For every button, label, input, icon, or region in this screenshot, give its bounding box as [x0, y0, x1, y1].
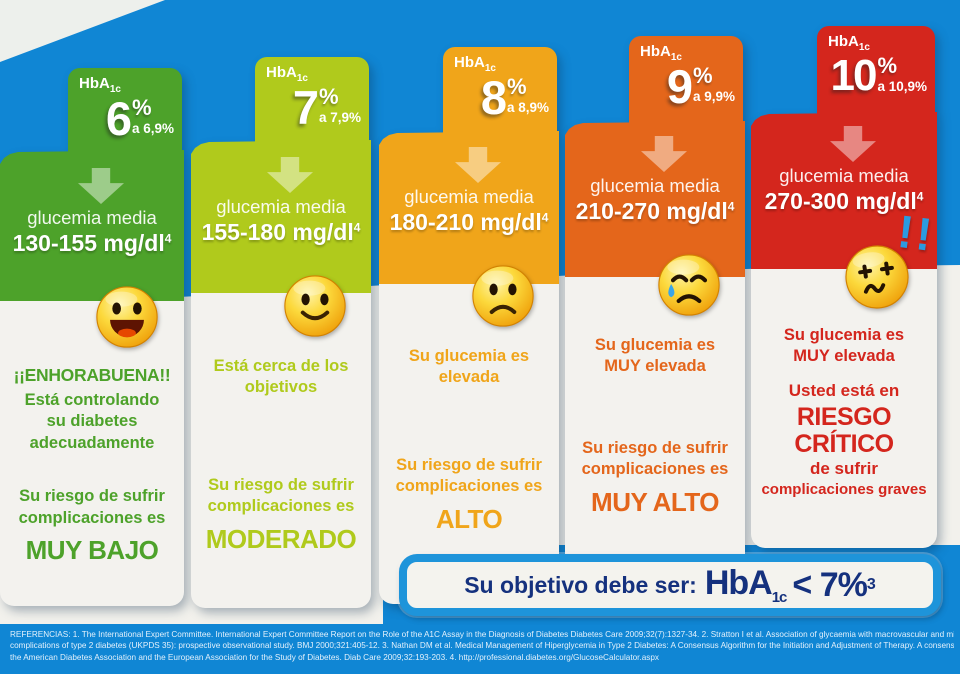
hba1c-label: HbA1c: [454, 54, 496, 74]
reference-line: REFERENCIAS: 1. The International Expert…: [10, 630, 954, 639]
percent-sign: %: [318, 84, 339, 109]
hba1c-column-10: HbA1c 10 % a 10,9% glucemia media 270-30…: [751, 26, 937, 548]
hba1c-label: HbA1c: [640, 43, 682, 63]
crying-face-icon: [658, 254, 720, 316]
message-text: Su glucemia es MUY elevada Su riesgo de …: [570, 332, 740, 520]
hba1c-tab: HbA1c 7 % a 7,9%: [255, 57, 369, 172]
column-message-panel: [565, 277, 745, 600]
banner-target-value: < 7%: [792, 565, 867, 604]
status-message: Su glucemia es MUY elevada: [594, 336, 716, 376]
glucose-block: glucemia media 210-270 mg/dl4: [565, 175, 745, 225]
glucose-range: 155-180 mg/dl4: [201, 219, 361, 245]
status-message: Está cerca de los objetivos: [213, 357, 349, 397]
risk-level: ALTO: [435, 503, 503, 534]
column-message-panel: [751, 269, 937, 548]
column-message-panel: [379, 284, 559, 604]
dizzy-face-icon: [845, 245, 909, 309]
hba1c-label: HbA1c: [828, 33, 870, 53]
message-text: ¡¡ENHORABUENA!! Está controlando su diab…: [5, 364, 179, 568]
percent-sign: %: [877, 53, 898, 78]
column-message-panel: [191, 293, 371, 608]
glucose-range: 270-300 mg/dl4: [764, 188, 924, 214]
status-message: Está controlando su diabetes adecuadamen…: [24, 390, 160, 452]
risk-text: Su riesgo de sufrir complicaciones es: [18, 487, 166, 527]
percent-sign: %: [131, 95, 152, 120]
risk-suffix: de sufrir: [809, 458, 879, 478]
column-message-panel: [0, 301, 184, 606]
risk-text: Su riesgo de sufrir complicaciones es: [395, 455, 543, 496]
glucose-range: 130-155 mg/dl4: [12, 230, 172, 256]
hba1c-value: 10: [830, 51, 878, 100]
percent-sign: %: [506, 74, 527, 99]
hba1c-range: a 8,9%: [506, 100, 549, 115]
big-smile-face-icon: [96, 286, 158, 348]
glucemia-label: glucemia media: [779, 165, 909, 186]
congrats-headline: ¡¡ENHORABUENA!!: [13, 365, 171, 385]
glucemia-label: glucemia media: [216, 196, 346, 217]
hba1c-value: 6: [105, 92, 132, 145]
status-message: Su glucemia es MUY elevada: [783, 326, 905, 366]
glucose-block: glucemia media 180-210 mg/dl4: [379, 186, 559, 236]
glucose-range: 210-270 mg/dl4: [575, 198, 735, 224]
risk-suffix-2: complicaciones graves: [761, 481, 927, 499]
banner-hba1c: HbA1c: [704, 564, 788, 606]
message-text: Su glucemia es elevada Su riesgo de sufr…: [384, 343, 554, 537]
hba1c-tab: HbA1c 6 % a 6,9%: [68, 68, 182, 183]
hba1c-label: HbA1c: [266, 64, 308, 84]
hba1c-range: a 7,9%: [318, 110, 361, 125]
glucose-range: 180-210 mg/dl4: [389, 209, 549, 235]
hba1c-range: a 6,9%: [131, 121, 174, 136]
percent-sign: %: [692, 63, 713, 88]
glucemia-label: glucemia media: [27, 207, 157, 228]
reference-line: complications of type 2 diabetes (UKPDS …: [10, 641, 954, 651]
message-text: Su glucemia es MUY elevada Usted está en…: [756, 322, 932, 500]
risk-text: Su riesgo de sufrir complicaciones es: [581, 438, 729, 479]
glucemia-label: glucemia media: [590, 175, 720, 196]
banner-prefix: Su objetivo debe ser:: [464, 571, 697, 598]
references: REFERENCIAS: 1. The International Expert…: [10, 629, 954, 663]
alert-exclamation-icon: !!: [894, 204, 938, 262]
risk-intro: Usted está en: [788, 380, 900, 400]
glucose-block: glucemia media 130-155 mg/dl4: [0, 207, 184, 257]
hba1c-tab: HbA1c 9 % a 9,9%: [629, 36, 743, 151]
glucemia-label: glucemia media: [404, 186, 534, 207]
status-message: Su glucemia es elevada: [408, 347, 530, 387]
hba1c-column-8: HbA1c 8 % a 8,9% glucemia media 180-210 …: [379, 47, 559, 604]
smile-face-icon: [284, 275, 346, 337]
hba1c-range: a 10,9%: [877, 79, 927, 94]
risk-level: MODERADO: [205, 523, 357, 554]
hba1c-tab: HbA1c 10 % a 10,9%: [817, 26, 935, 141]
hba1c-range: a 9,9%: [692, 89, 735, 104]
risk-level: RIESGO CRÍTICO: [794, 402, 894, 458]
risk-level: MUY ALTO: [591, 486, 719, 517]
glucose-block: glucemia media 270-300 mg/dl4: [751, 165, 937, 215]
glucose-block: glucemia media 155-180 mg/dl4: [191, 196, 371, 246]
hba1c-value: 7: [292, 81, 319, 134]
hba1c-tab: HbA1c 8 % a 8,9%: [443, 47, 557, 162]
hba1c-value: 9: [666, 60, 693, 113]
sad-face-icon: [472, 265, 534, 327]
hba1c-value: 8: [480, 71, 507, 124]
scan-corner-artifact: [0, 0, 165, 62]
risk-level: MUY BAJO: [25, 534, 159, 565]
hba1c-column-9: HbA1c 9 % a 9,9% glucemia media 210-270 …: [565, 36, 745, 600]
message-text: Está cerca de los objetivos Su riesgo de…: [196, 353, 366, 557]
target-banner: Su objetivo debe ser: HbA1c < 7% 3: [399, 554, 941, 616]
hba1c-column-7: HbA1c 7 % a 7,9% glucemia media 155-180 …: [191, 57, 371, 608]
reference-line: the American Diabetes Association and th…: [10, 652, 660, 662]
banner-footnote-marker: 3: [866, 576, 876, 593]
hba1c-label: HbA1c: [79, 75, 121, 95]
hba1c-column-6: HbA1c 6 % a 6,9% glucemia media 130-155 …: [0, 68, 184, 606]
risk-text: Su riesgo de sufrir complicaciones es: [207, 475, 355, 516]
